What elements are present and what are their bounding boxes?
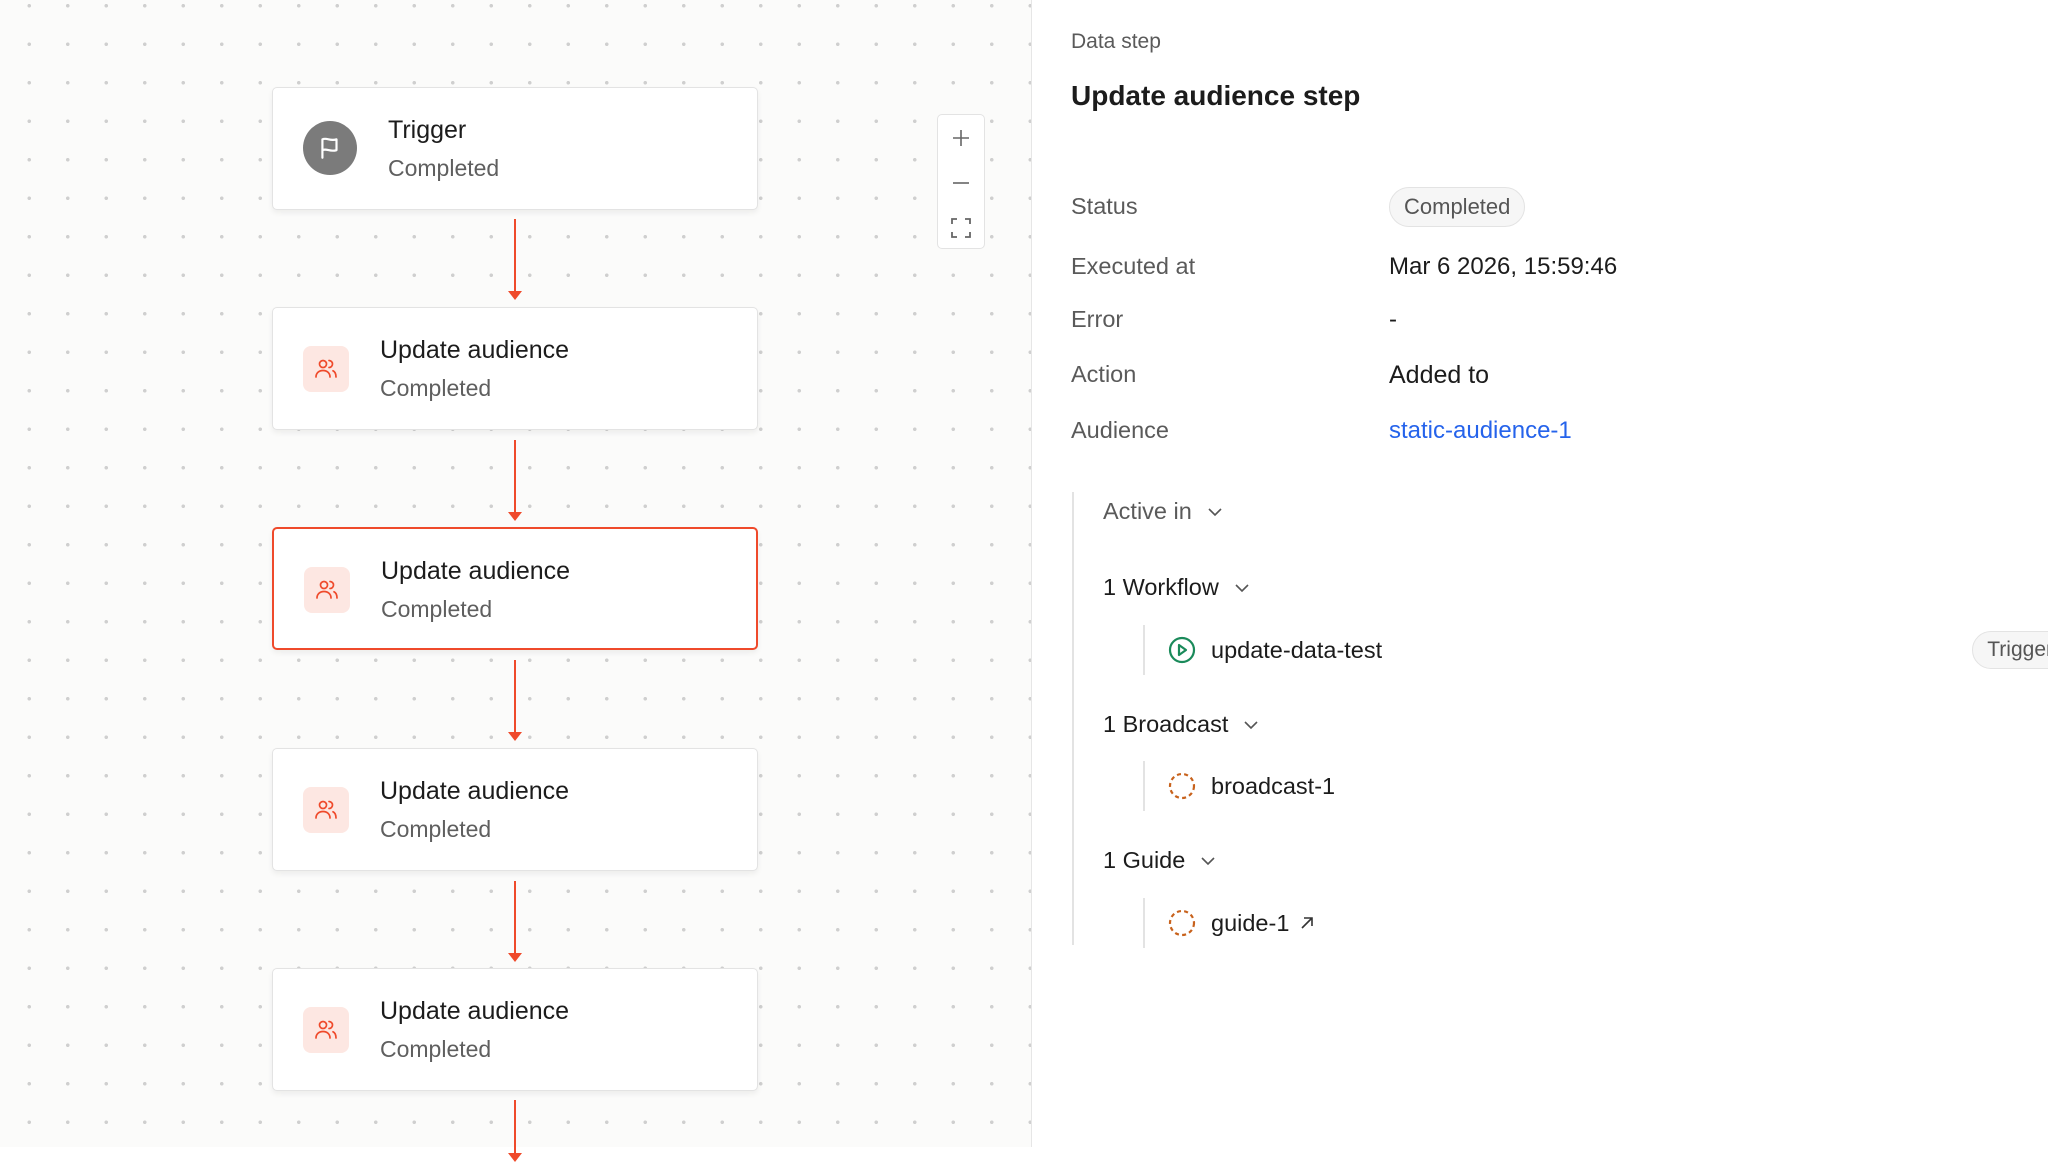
zoom-in-button[interactable]: [938, 115, 984, 160]
tree-line: [1072, 492, 1074, 945]
broadcast-name: broadcast-1: [1211, 772, 1336, 799]
node-title: Update audience: [380, 336, 570, 364]
action-label: Action: [1071, 361, 1137, 387]
chevron-down-icon: [1208, 507, 1222, 516]
workflow-item[interactable]: update-data-test Trigger: [1143, 625, 2048, 675]
workflow-group-label: 1 Workflow: [1103, 574, 1219, 600]
panel-eyebrow: Data step: [1071, 30, 1161, 53]
chevron-down-icon: [1244, 720, 1258, 729]
plus-icon: [953, 129, 969, 146]
guide-item[interactable]: guide-1: [1143, 898, 2023, 948]
zoom-controls: [937, 114, 985, 249]
status-label: Status: [1071, 193, 1138, 219]
draft-circle-icon: [1168, 772, 1196, 800]
node-title: Trigger: [388, 116, 467, 144]
node-title: Update audience: [380, 777, 570, 805]
minus-icon: [953, 181, 969, 184]
guide-name: guide-1: [1211, 909, 1290, 936]
zoom-out-button[interactable]: [938, 160, 984, 205]
edge-arrow: [508, 440, 522, 521]
edge-arrow: [508, 219, 522, 300]
audience-label: Audience: [1071, 417, 1169, 443]
panel-title: Update audience step: [1071, 80, 1361, 111]
guide-group-label: 1 Guide: [1103, 847, 1186, 873]
play-circle-icon: [1168, 636, 1196, 664]
workflow-group-toggle[interactable]: 1 Workflow: [1103, 574, 1251, 601]
executed-label: Executed at: [1071, 253, 1196, 279]
workflow-canvas[interactable]: Trigger Completed Update audience Comple…: [0, 0, 1032, 1162]
users-icon: [303, 1007, 349, 1053]
fit-view-button[interactable]: [938, 205, 984, 250]
chevron-down-icon: [1235, 583, 1249, 592]
node-title: Update audience: [381, 557, 571, 585]
edge-line: [508, 1100, 522, 1162]
workflow-name: update-data-test: [1211, 636, 1383, 663]
guide-group-toggle[interactable]: 1 Guide: [1103, 847, 1217, 874]
edge-arrow: [508, 881, 522, 962]
node-update-audience[interactable]: Update audience Completed: [272, 748, 758, 871]
error-label: Error: [1071, 306, 1124, 332]
users-icon: [303, 346, 349, 392]
flag-icon: [303, 121, 357, 175]
node-update-audience[interactable]: Update audience Completed: [272, 968, 758, 1091]
users-icon: [304, 567, 350, 613]
broadcast-group-label: 1 Broadcast: [1103, 711, 1229, 737]
active-in-label: Active in: [1103, 498, 1192, 524]
node-status: Completed: [388, 155, 500, 181]
node-status: Completed: [380, 375, 492, 401]
node-status: Completed: [380, 816, 492, 842]
node-update-audience-selected[interactable]: Update audience Completed: [272, 527, 758, 650]
executed-value: Mar 6 2026, 15:59:46: [1389, 253, 1618, 280]
fullscreen-icon: [951, 217, 971, 238]
edge-arrow: [508, 660, 522, 741]
active-in-toggle[interactable]: Active in: [1103, 498, 1224, 525]
users-icon: [303, 787, 349, 833]
step-details-panel: Data step Update audience step Status Co…: [1033, 0, 2048, 1147]
node-update-audience[interactable]: Update audience Completed: [272, 307, 758, 430]
draft-circle-icon: [1168, 909, 1196, 937]
node-status: Completed: [380, 1036, 492, 1062]
broadcast-item[interactable]: broadcast-1: [1143, 761, 2023, 811]
external-link-icon[interactable]: [1299, 915, 1315, 931]
status-badge: Completed: [1389, 187, 1526, 227]
node-status: Completed: [381, 596, 493, 622]
node-trigger[interactable]: Trigger Completed: [272, 87, 758, 210]
error-value: -: [1389, 306, 1397, 333]
action-value: Added to: [1389, 361, 1490, 389]
broadcast-group-toggle[interactable]: 1 Broadcast: [1103, 711, 1260, 738]
trigger-badge: Trigger: [1972, 631, 2048, 669]
audience-link[interactable]: static-audience-1: [1389, 417, 1572, 444]
node-title: Update audience: [380, 997, 570, 1025]
chevron-down-icon: [1201, 856, 1215, 865]
